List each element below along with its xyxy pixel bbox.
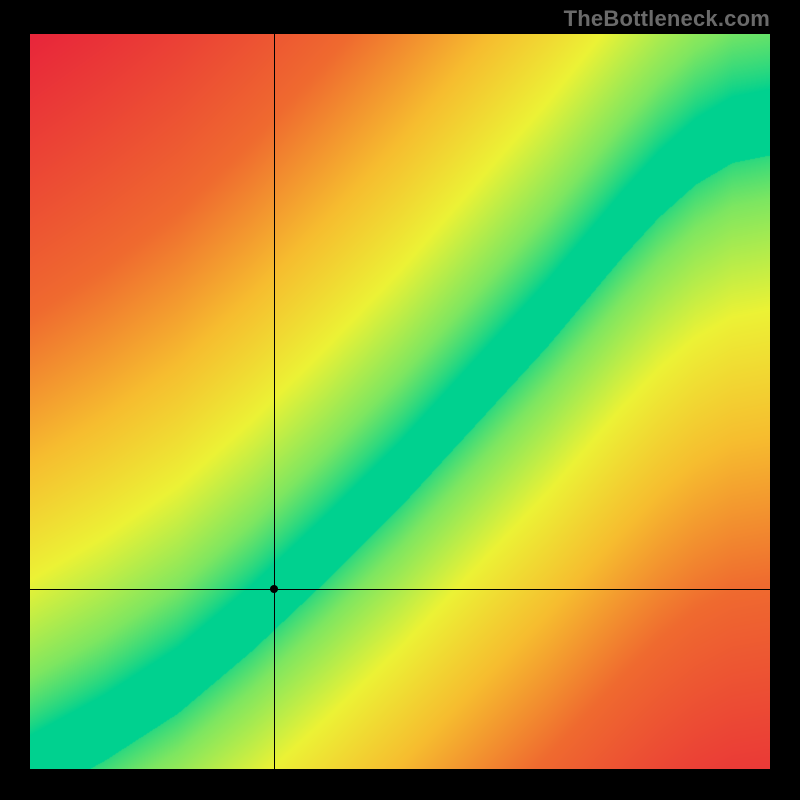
crosshair-marker-dot bbox=[270, 585, 278, 593]
heatmap-plot bbox=[30, 34, 770, 769]
chart-frame: TheBottleneck.com bbox=[0, 0, 800, 800]
crosshair-vertical bbox=[274, 34, 275, 769]
heatmap-canvas bbox=[30, 34, 770, 769]
crosshair-horizontal bbox=[30, 589, 770, 590]
watermark-text: TheBottleneck.com bbox=[564, 6, 770, 32]
